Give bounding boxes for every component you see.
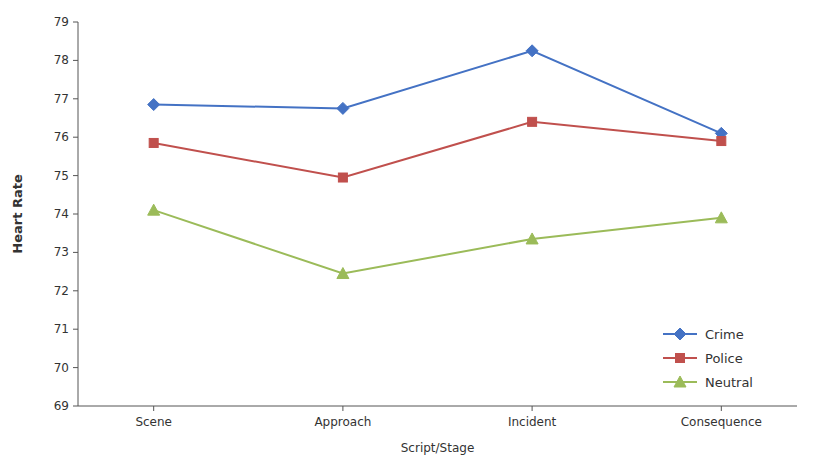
series-line — [154, 210, 722, 273]
y-tick-label: 73 — [54, 245, 69, 259]
point-marker — [528, 117, 537, 126]
y-tick — [73, 367, 78, 368]
x-tick-label: Approach — [314, 415, 371, 429]
point-marker — [148, 204, 160, 215]
point-marker — [149, 138, 158, 147]
y-tick — [73, 252, 78, 253]
y-tick — [73, 98, 78, 99]
y-tick — [73, 60, 78, 61]
y-tick — [73, 214, 78, 215]
y-axis-label: Heart Rate — [10, 174, 25, 254]
y-tick — [73, 329, 78, 330]
x-tick-label: Scene — [135, 415, 172, 429]
x-tick — [342, 406, 343, 411]
series — [148, 204, 728, 278]
legend-label: Neutral — [705, 375, 753, 390]
y-tick — [73, 175, 78, 176]
legend: Crime Police Neutral — [663, 327, 753, 390]
point-marker — [337, 102, 349, 114]
x-tick-label: Incident — [508, 415, 557, 429]
legend-marker — [674, 376, 686, 387]
point-marker — [338, 173, 347, 182]
legend-label: Crime — [705, 327, 744, 342]
x-tick — [721, 406, 722, 411]
y-tick-label: 76 — [54, 130, 69, 144]
legend-label: Police — [705, 351, 743, 366]
point-marker — [715, 212, 727, 223]
y-tick — [73, 406, 78, 407]
series-line — [154, 51, 722, 134]
plot-area — [148, 45, 728, 279]
y-tick-label: 77 — [54, 92, 69, 106]
series — [148, 45, 728, 140]
series-line — [154, 122, 722, 178]
x-tick — [532, 406, 533, 411]
y-tick-label: 69 — [54, 399, 69, 413]
legend-marker — [676, 354, 685, 363]
chart-svg: 69 70 71 72 73 74 75 76 77 78 79 Scene Approach Incid… — [0, 0, 821, 472]
point-marker — [526, 45, 538, 57]
chart-container: 69 70 71 72 73 74 75 76 77 78 79 Scene Approach Incid… — [0, 0, 821, 472]
point-marker — [717, 137, 726, 146]
x-tick — [153, 406, 154, 411]
y-tick-label: 79 — [54, 15, 69, 29]
y-tick-label: 70 — [54, 361, 69, 375]
point-marker — [148, 99, 160, 111]
y-tick — [73, 290, 78, 291]
series — [149, 117, 726, 182]
y-tick-label: 78 — [54, 53, 69, 67]
y-tick-label: 72 — [54, 284, 69, 298]
x-axis-label: Script/Stage — [401, 441, 475, 455]
point-marker — [337, 268, 349, 279]
x-tick-label: Consequence — [681, 415, 762, 429]
axes: 69 70 71 72 73 74 75 76 77 78 79 Scene Approach Incid… — [54, 15, 797, 429]
y-tick — [73, 22, 78, 23]
y-tick-label: 71 — [54, 322, 69, 336]
legend-marker — [674, 328, 686, 340]
y-tick-label: 75 — [54, 169, 69, 183]
x-axis-line — [78, 406, 797, 407]
y-tick — [73, 137, 78, 138]
point-marker — [526, 233, 538, 244]
y-tick-label: 74 — [54, 207, 69, 221]
